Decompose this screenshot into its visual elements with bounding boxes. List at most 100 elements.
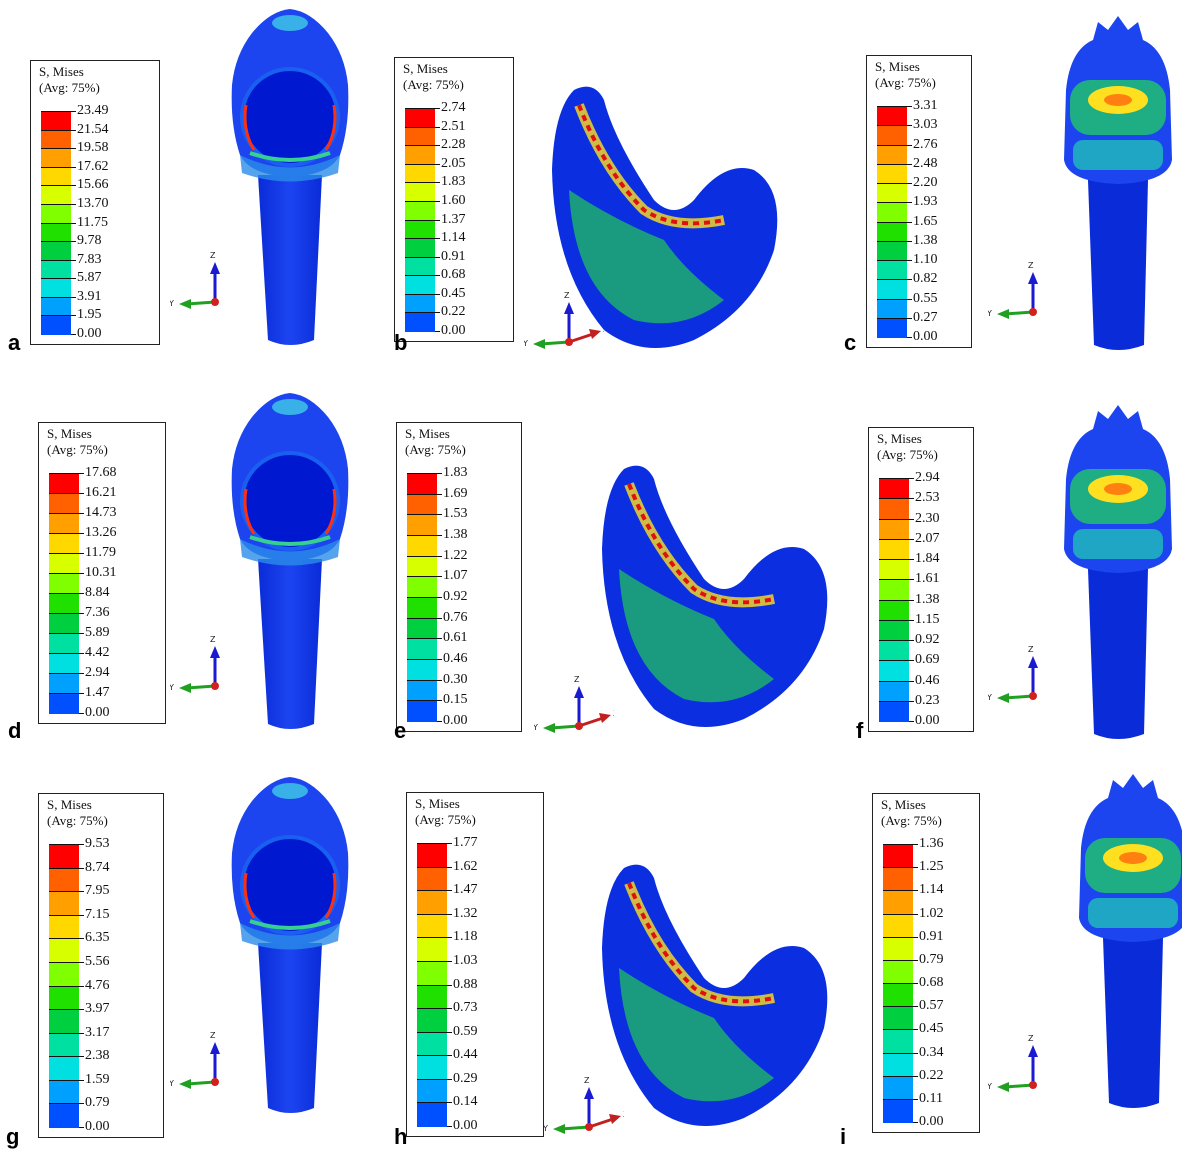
legend-title-line2: (Avg: 75%) <box>39 80 100 95</box>
legend-tick <box>437 514 442 516</box>
panel-e: S, Mises (Avg: 75%) 1.83 1.69 1.53 1.38 1.22 1.… <box>394 384 828 768</box>
legend-color-band <box>417 937 447 962</box>
legend-value-label: 7.83 <box>77 251 102 267</box>
legend-value-label: 0.30 <box>443 671 468 687</box>
legend-color-band <box>883 867 913 892</box>
legend-tick <box>907 298 912 300</box>
legend-title-line1: S, Mises <box>39 64 84 79</box>
legend-value-label: 16.21 <box>85 485 117 500</box>
legend-color-band <box>417 890 447 915</box>
legend-value-label: 15.66 <box>77 177 109 193</box>
legend-value-label: 2.20 <box>913 175 938 190</box>
legend-color-band <box>49 593 79 614</box>
legend-value-label: 1.60 <box>441 192 466 208</box>
axis-y-label: Y <box>988 693 992 702</box>
legend-tick <box>909 660 914 662</box>
stress-legend: S, Mises (Avg: 75%) 23.49 21.54 19.58 17.62 15… <box>30 60 160 345</box>
legend-title: S, Mises (Avg: 75%) <box>415 796 476 828</box>
legend-tick <box>913 867 918 869</box>
legend-value-label: 3.91 <box>77 288 102 304</box>
legend-value-label: 0.69 <box>915 652 940 668</box>
legend-tick <box>437 576 442 578</box>
legend-value-label: 0.45 <box>441 285 466 301</box>
legend-value-label: 1.07 <box>443 568 468 584</box>
legend-color-band <box>41 111 71 131</box>
legend-value-label: 1.95 <box>77 307 102 323</box>
legend-color-band <box>41 222 71 243</box>
legend-title-line1: S, Mises <box>405 426 450 441</box>
legend-tick <box>447 1008 452 1010</box>
legend-tick <box>79 1079 84 1081</box>
legend-value-label: 1.36 <box>919 836 944 851</box>
legend-value-label: 0.11 <box>919 1090 943 1106</box>
legend-color-band <box>877 202 907 223</box>
panel-letter: a <box>8 330 21 355</box>
legend-value-label: 2.38 <box>85 1048 110 1064</box>
legend-tick <box>909 498 914 500</box>
legend-value-label: 1.22 <box>443 547 468 563</box>
tooth-side-stress-model <box>1064 16 1172 350</box>
legend-value-label: 0.73 <box>453 1000 478 1016</box>
legend-color-band <box>41 315 71 335</box>
legend-color-band <box>417 866 447 892</box>
legend-tick <box>435 145 440 147</box>
legend-tick <box>79 693 84 694</box>
legend-value-label: 5.56 <box>85 953 110 969</box>
crown-stress-model <box>602 465 828 727</box>
axis-z-label: Z <box>1028 261 1034 270</box>
legend-value-label: 1.65 <box>913 213 938 229</box>
legend-color-band <box>417 1008 447 1033</box>
legend-tick <box>79 914 84 916</box>
legend-tick <box>907 144 912 146</box>
legend-value-label: 1.93 <box>913 194 938 210</box>
legend-color-band <box>877 163 907 184</box>
legend-value-label: 2.28 <box>441 137 466 153</box>
legend-color-band <box>417 843 447 868</box>
legend-color-band <box>49 533 79 554</box>
legend-color-band <box>883 983 913 1008</box>
legend-value-label: 1.03 <box>453 952 478 968</box>
legend-color-band <box>879 538 909 560</box>
legend-tick <box>907 183 912 184</box>
legend-tick <box>437 679 442 681</box>
legend-value-label: 0.22 <box>919 1067 944 1083</box>
legend-value-label: 1.25 <box>919 859 944 875</box>
legend-tick <box>437 535 442 536</box>
legend-color-band <box>49 1103 79 1128</box>
legend-value-label: 4.42 <box>85 645 110 660</box>
legend-color-band <box>41 296 71 317</box>
legend-title-line2: (Avg: 75%) <box>403 77 464 92</box>
legend-color-band <box>49 985 79 1011</box>
legend-value-label: 1.38 <box>915 591 940 607</box>
legend-value-label: 1.32 <box>453 905 478 921</box>
legend-title-line1: S, Mises <box>881 797 926 812</box>
legend-color-band <box>49 553 79 574</box>
legend-tick <box>907 279 912 281</box>
legend-color-band <box>407 617 437 640</box>
legend-value-label: 13.26 <box>85 525 117 540</box>
stress-legend: S, Mises (Avg: 75%) 9.53 8.74 7.95 7.15 6.35 5.… <box>38 793 164 1138</box>
legend-tick <box>437 555 442 557</box>
legend-tick <box>435 293 440 295</box>
legend-tick <box>79 593 84 594</box>
legend-tick <box>913 1052 918 1054</box>
legend-title: S, Mises (Avg: 75%) <box>403 61 464 93</box>
legend-value-label: 0.79 <box>919 951 944 967</box>
legend-color-band <box>883 959 913 984</box>
axis-y-label: Y <box>170 683 174 692</box>
legend-tick <box>907 163 912 165</box>
axis-x-label: X <box>603 325 604 334</box>
coordinate-axes-icon: ZY <box>170 251 220 309</box>
axis-z-label: Z <box>574 675 580 684</box>
legend-tick <box>913 1098 918 1100</box>
legend-value-label: 2.48 <box>913 155 938 171</box>
legend-color-band <box>49 473 79 494</box>
coordinate-axes-icon: ZY <box>988 1034 1038 1092</box>
legend-tick <box>907 106 912 107</box>
legend-color-band <box>49 1032 79 1058</box>
legend-color-band <box>877 125 907 146</box>
panel-letter: c <box>844 330 857 355</box>
panel-i: S, Mises (Avg: 75%) 1.36 1.25 1.14 1.02 0.91 0.… <box>788 768 1182 1152</box>
legend-tick <box>447 937 452 939</box>
axis-y-label: Y <box>534 723 538 732</box>
